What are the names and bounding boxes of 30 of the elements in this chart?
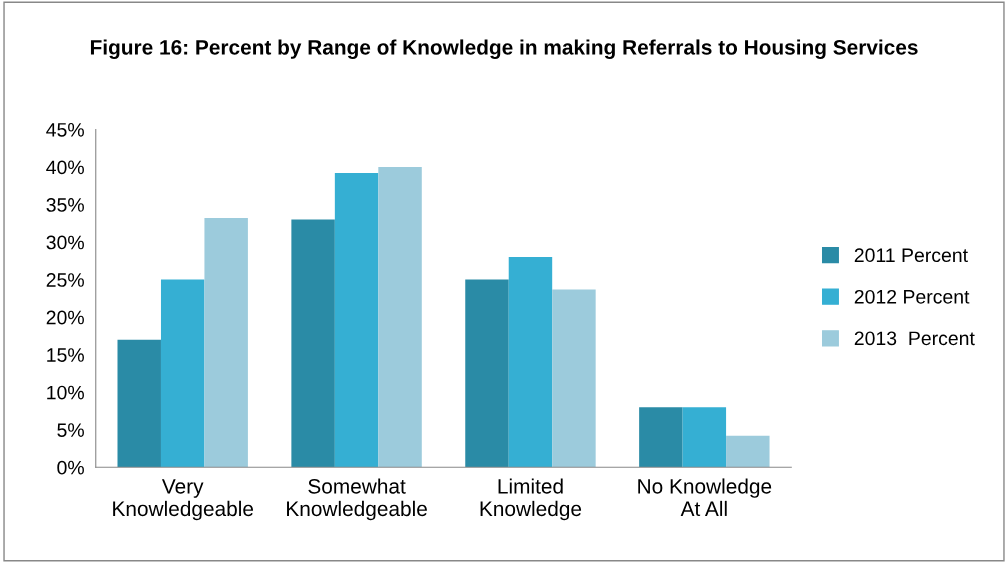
bar xyxy=(465,279,509,468)
legend-label: 2012 Percent xyxy=(854,289,970,304)
x-tick-label: Limited Knowledge xyxy=(480,478,582,521)
bar xyxy=(334,173,379,468)
y-tick-label: 5% xyxy=(57,423,84,437)
bar xyxy=(726,435,770,468)
x-tick-label: Very Knowledgeable xyxy=(113,479,254,521)
bar xyxy=(291,219,335,468)
x-tick-label: Somewhat Knowledgeable xyxy=(287,478,427,521)
y-tick-label: 0% xyxy=(57,460,84,475)
bar xyxy=(160,279,205,468)
y-tick-label: 40% xyxy=(46,160,84,175)
y-tick-label: 20% xyxy=(46,310,84,325)
chart-title: Figure 16: Percent by Range of Knowledge in making Referrals to Housing Services xyxy=(90,39,918,59)
bar xyxy=(378,167,422,468)
legend-label: 2011 Percent xyxy=(854,248,968,263)
bar xyxy=(552,289,596,468)
y-tick-label: 15% xyxy=(47,348,84,362)
bar xyxy=(682,407,727,468)
bar xyxy=(117,339,161,468)
y-tick-label: 30% xyxy=(46,235,84,250)
bar xyxy=(639,407,683,468)
y-tick-label: 45% xyxy=(46,123,84,137)
bar xyxy=(204,218,248,468)
legend-label: 2013 Percent xyxy=(854,331,975,346)
x-tick-label: No Knowledge At All xyxy=(638,478,772,517)
y-tick-label: 25% xyxy=(46,273,84,287)
bar xyxy=(508,257,553,468)
y-tick-label: 35% xyxy=(46,198,84,212)
y-tick-label: 10% xyxy=(47,385,84,400)
